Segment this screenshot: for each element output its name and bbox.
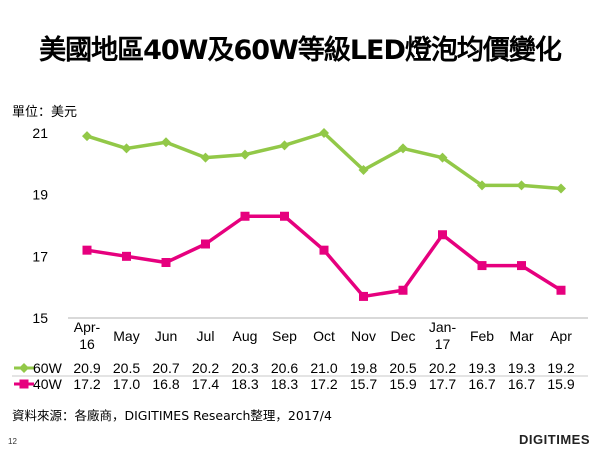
- x-tick-label: Mar: [509, 328, 533, 344]
- data-table-cell: 17.2: [310, 376, 337, 392]
- data-table-cell: 15.9: [389, 376, 416, 392]
- data-point-40W: [319, 245, 329, 255]
- data-point-60W: [477, 180, 487, 191]
- x-tick-label: Jan-: [429, 319, 457, 335]
- data-point-40W: [359, 291, 368, 301]
- data-table-cell: 17.2: [73, 376, 100, 392]
- data-point-40W: [201, 239, 210, 249]
- data-table-cell: 17.7: [429, 376, 456, 392]
- chart-title: 美國地區40W及60W等級LED燈泡均價變化: [39, 35, 562, 66]
- data-table-cell: 19.2: [547, 360, 574, 376]
- data-table-cell: 17.4: [192, 376, 219, 392]
- data-table-cell: 20.7: [152, 360, 179, 376]
- x-tick-label: Jul: [197, 328, 215, 344]
- y-tick-label: 17: [32, 248, 48, 264]
- series-line-40W: [86, 214, 562, 299]
- y-tick-label: 15: [32, 310, 48, 326]
- data-point-40W: [122, 251, 131, 261]
- data-point-60W: [240, 149, 250, 160]
- data-table-cell: 21.0: [310, 360, 337, 376]
- data-table-cell: 20.6: [271, 360, 298, 376]
- series-line-60W: [86, 131, 562, 191]
- data-point-40W: [161, 258, 171, 267]
- x-tick-label: Jun: [155, 328, 178, 344]
- x-tick-label: Apr: [550, 328, 572, 344]
- y-tick-label: 19: [32, 187, 48, 203]
- legend-label-40W: 40W: [33, 376, 63, 392]
- data-table-cell: 16.7: [468, 376, 495, 392]
- data-table-cell: 16.7: [508, 376, 535, 392]
- data-point-60W: [319, 128, 329, 138]
- data-point-60W: [437, 152, 448, 163]
- data-table-cell: 19.8: [350, 360, 377, 376]
- data-point-60W: [516, 180, 527, 191]
- x-tick-label: May: [113, 328, 139, 344]
- digitimes-logo: DIGITIMES: [519, 432, 590, 447]
- x-tick-label: Dec: [391, 328, 416, 344]
- data-point-60W: [161, 137, 171, 148]
- y-axis-unit-label: 單位：美元: [12, 105, 78, 120]
- data-point-60W: [200, 152, 211, 163]
- legend-marker-60W: [19, 363, 29, 373]
- data-point-40W: [477, 261, 487, 271]
- data-table-cell: 18.3: [271, 376, 298, 392]
- data-table-cell: 16.8: [152, 376, 179, 392]
- x-tick-label: Nov: [351, 328, 376, 344]
- data-table-cell: 20.2: [429, 360, 456, 376]
- data-table-cell: 17.0: [113, 376, 140, 392]
- data-point-40W: [398, 285, 408, 295]
- data-point-40W: [517, 261, 526, 271]
- page-number: 12: [8, 437, 17, 446]
- x-tick-label-line2: 17: [435, 336, 451, 352]
- data-point-60W: [358, 165, 369, 175]
- data-point-40W: [556, 285, 566, 295]
- data-table-cell: 20.9: [73, 360, 100, 376]
- data-table-cell: 15.9: [547, 376, 574, 392]
- data-table-cell: 15.7: [350, 376, 377, 392]
- data-point-40W: [240, 211, 250, 221]
- data-table-cell: 19.3: [508, 360, 535, 376]
- data-table-cell: 20.5: [113, 360, 140, 376]
- data-point-60W: [279, 140, 290, 151]
- data-point-60W: [398, 143, 408, 154]
- data-point-40W: [82, 245, 92, 255]
- x-tick-label: Oct: [313, 328, 335, 344]
- data-table-cell: 20.3: [231, 360, 258, 376]
- x-tick-label: Sep: [272, 328, 297, 344]
- data-table-cell: 19.3: [468, 360, 495, 376]
- data-point-60W: [82, 131, 92, 142]
- legend-label-60W: 60W: [33, 360, 63, 376]
- data-point-60W: [121, 143, 132, 154]
- x-tick-label: Apr-: [74, 319, 101, 335]
- y-tick-label: 21: [32, 125, 48, 141]
- source-note: 資料來源：各廠商，DIGITIMES Research整理，2017/4: [12, 408, 332, 423]
- data-point-40W: [280, 211, 289, 221]
- data-table-cell: 18.3: [231, 376, 258, 392]
- data-table-cell: 20.2: [192, 360, 219, 376]
- legend-marker-40W: [19, 379, 29, 389]
- x-tick-label-line2: 16: [79, 336, 95, 352]
- data-table-cell: 20.5: [389, 360, 416, 376]
- data-point-60W: [556, 183, 566, 194]
- data-point-40W: [438, 230, 447, 240]
- x-tick-label: Feb: [470, 328, 494, 344]
- x-tick-label: Aug: [233, 328, 258, 344]
